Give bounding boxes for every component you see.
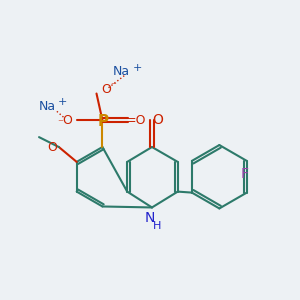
Text: O: O xyxy=(101,83,111,96)
Text: P: P xyxy=(98,114,109,129)
Text: =O: =O xyxy=(126,114,146,127)
Text: O: O xyxy=(152,113,164,127)
Text: Na: Na xyxy=(113,65,130,78)
Text: +: + xyxy=(132,63,142,73)
Text: Na: Na xyxy=(38,100,56,113)
Text: ⁻: ⁻ xyxy=(57,118,63,128)
Text: ⁻: ⁻ xyxy=(110,82,116,92)
Text: H: H xyxy=(153,221,161,231)
Text: N: N xyxy=(145,212,155,225)
Text: +: + xyxy=(58,98,68,107)
Text: O: O xyxy=(47,140,57,154)
Text: F: F xyxy=(241,167,249,181)
Text: O: O xyxy=(62,114,72,127)
